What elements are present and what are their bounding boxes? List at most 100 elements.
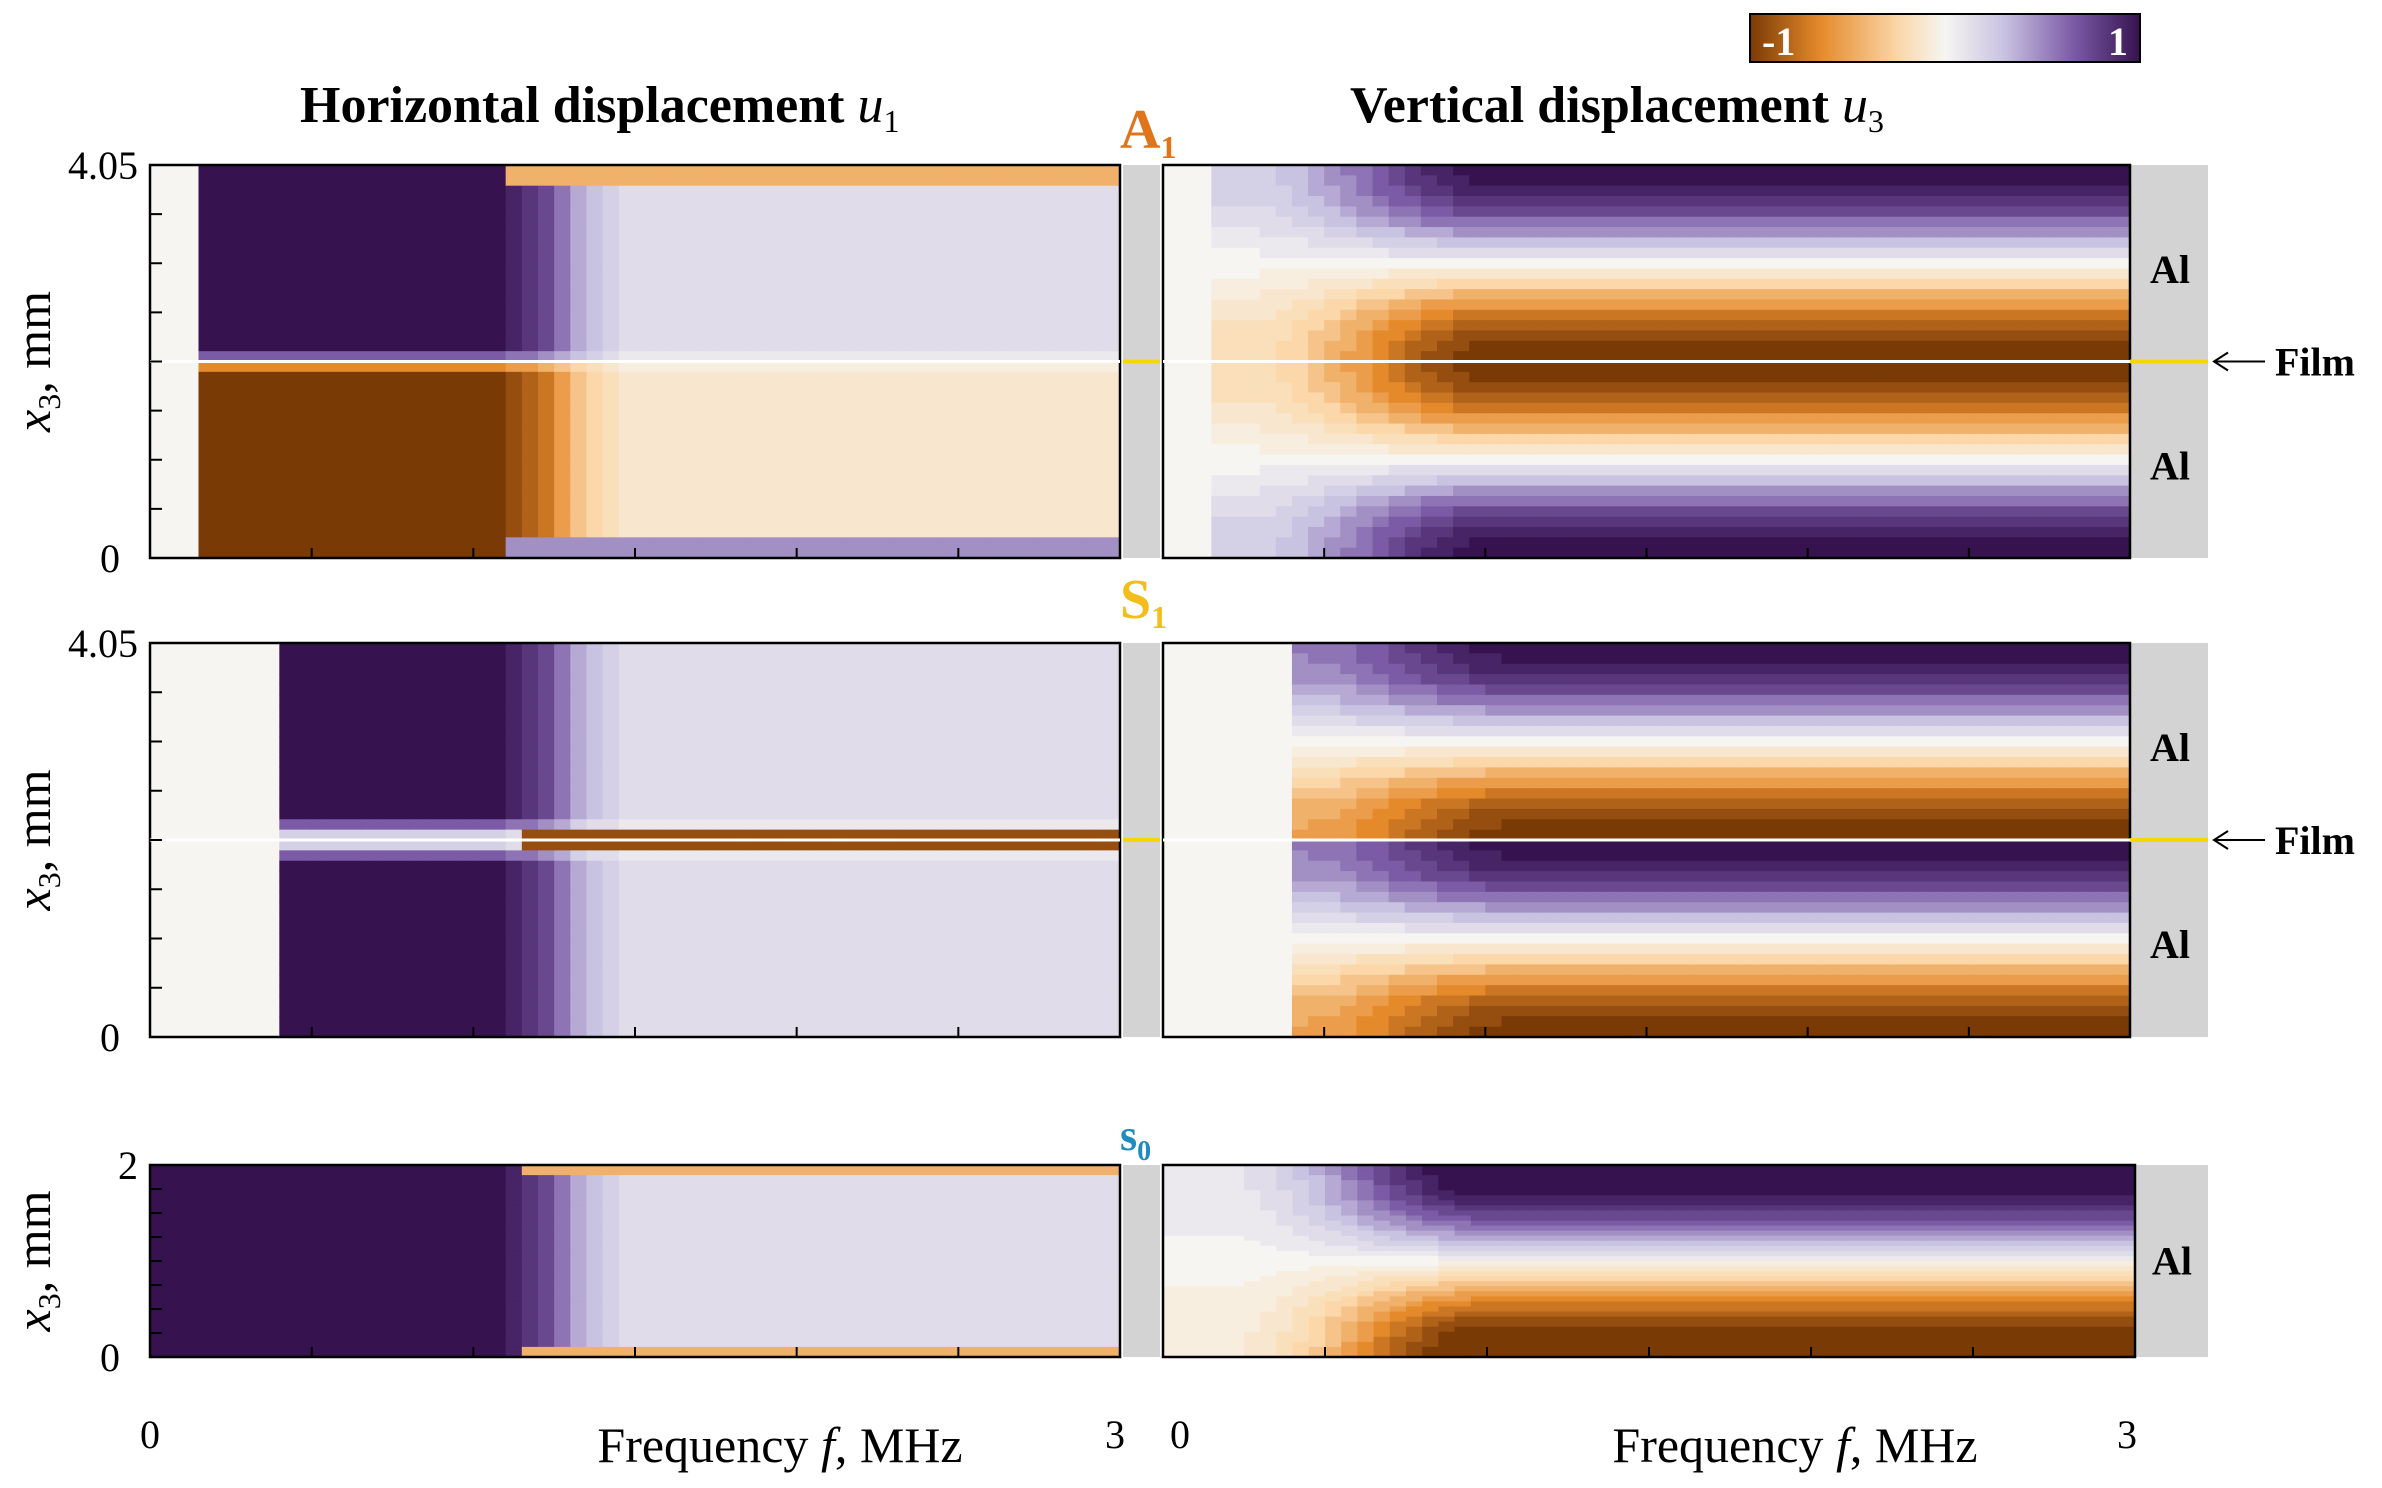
heatmap-cell (1646, 268, 1664, 280)
heatmap-cell (1039, 309, 1056, 321)
heatmap-cell (974, 516, 992, 528)
heatmap-cell (182, 175, 200, 187)
heatmap-cell (538, 268, 555, 280)
heatmap-cell (1759, 361, 1777, 373)
heatmap-cell (1039, 402, 1056, 414)
heatmap-cell (1727, 361, 1744, 373)
heatmap-cell (1791, 413, 1809, 425)
heatmap-cell (1275, 516, 1293, 528)
heatmap-cell (182, 1016, 200, 1028)
heatmap-cell (812, 361, 830, 373)
heatmap-cell (2001, 268, 2018, 280)
heatmap-cell (1291, 495, 1309, 507)
heatmap-cell (893, 278, 911, 290)
heatmap-cell (295, 1026, 313, 1038)
heatmap-cell (2065, 309, 2083, 321)
heatmap-cell (2049, 206, 2067, 218)
heatmap-cell (1872, 206, 1889, 218)
heatmap-cell (1839, 247, 1857, 259)
heatmap-cell (1759, 454, 1777, 466)
heatmap-cell (618, 247, 636, 259)
heatmap-cell (683, 196, 701, 207)
heatmap-cell (263, 175, 280, 187)
heatmap-cell (1533, 165, 1551, 176)
heatmap-cell (1662, 537, 1680, 549)
heatmap-cell (360, 361, 377, 373)
heatmap-cell (1936, 485, 1954, 497)
heatmap-cell (441, 227, 458, 238)
heatmap-cell (1469, 185, 1486, 197)
heatmap-cell (1087, 185, 1105, 197)
heatmap-cell (1823, 547, 1841, 559)
heatmap-cell (392, 268, 410, 280)
heatmap-cell (1775, 227, 1793, 238)
heatmap-cell (554, 340, 571, 352)
heatmap-cell (1872, 402, 1889, 414)
heatmap-cell (2017, 289, 2034, 301)
heatmap-cell (1856, 247, 1873, 259)
heatmap-cell (812, 206, 830, 218)
heatmap-cell (1243, 526, 1261, 538)
heatmap-cell (586, 382, 604, 394)
heatmap-cell (1055, 309, 1073, 321)
heatmap-cell (1759, 506, 1777, 518)
heatmap-cell (748, 392, 765, 404)
heatmap-cell (1453, 371, 1470, 383)
heatmap-cell (1743, 247, 1760, 259)
heatmap-cell (1469, 165, 1486, 176)
heatmap-cell (1243, 413, 1261, 425)
heatmap-cell (796, 371, 814, 383)
heatmap-cell (295, 902, 313, 914)
heatmap-cell (1646, 216, 1664, 228)
heatmap-cell (408, 547, 426, 559)
heatmap-cell (715, 289, 733, 301)
heatmap-cell (182, 912, 200, 924)
heatmap-cell (1936, 185, 1954, 197)
heatmap-cell (214, 382, 232, 394)
heatmap-cell (1087, 309, 1105, 321)
heatmap-cell (764, 444, 782, 456)
heatmap-cell (457, 413, 474, 425)
heatmap-cell (2113, 165, 2131, 176)
heatmap-cell (424, 495, 442, 507)
heatmap-cell (699, 464, 717, 476)
heatmap-cell (1259, 340, 1277, 352)
heatmap-cell (1807, 351, 1825, 363)
heatmap-cell (1163, 454, 1180, 466)
heatmap-cell (2081, 268, 2099, 280)
heatmap-cell (1501, 475, 1519, 487)
heatmap-cell (408, 216, 426, 228)
heatmap-cell (1501, 413, 1519, 425)
heatmap-cell (1727, 423, 1744, 435)
heatmap-cell (521, 526, 539, 538)
heatmap-cell (1243, 175, 1261, 187)
heatmap-cell (1936, 247, 1954, 259)
heatmap-cell (1968, 340, 1986, 352)
heatmap-cell (1646, 206, 1664, 218)
heatmap-cell (198, 663, 216, 675)
heatmap-cell (441, 196, 458, 207)
heatmap-cell (1614, 392, 1631, 404)
heatmap-cell (1823, 216, 1841, 228)
heatmap-cell (1533, 547, 1551, 559)
heatmap-cell (1469, 289, 1486, 301)
heatmap-cell (214, 643, 232, 654)
heatmap-cell (554, 506, 571, 518)
heatmap-cell (796, 268, 814, 280)
heatmap-cell (1227, 454, 1245, 466)
heatmap-cell (295, 933, 313, 945)
heatmap-cell (182, 289, 200, 301)
heatmap-cell (263, 506, 280, 518)
heatmap-cell (1453, 402, 1470, 414)
heatmap-cell (1517, 433, 1535, 445)
heatmap-cell (247, 808, 264, 820)
heatmap-cell (1006, 175, 1024, 187)
heatmap-cell (1163, 216, 1180, 228)
heatmap-cell (2017, 237, 2034, 249)
heatmap-cell (408, 361, 426, 373)
heatmap-cell (2113, 464, 2131, 476)
heatmap-cell (2033, 185, 2051, 197)
heatmap-cell (780, 247, 798, 259)
heatmap-cell (764, 340, 782, 352)
heatmap-cell (198, 725, 216, 737)
